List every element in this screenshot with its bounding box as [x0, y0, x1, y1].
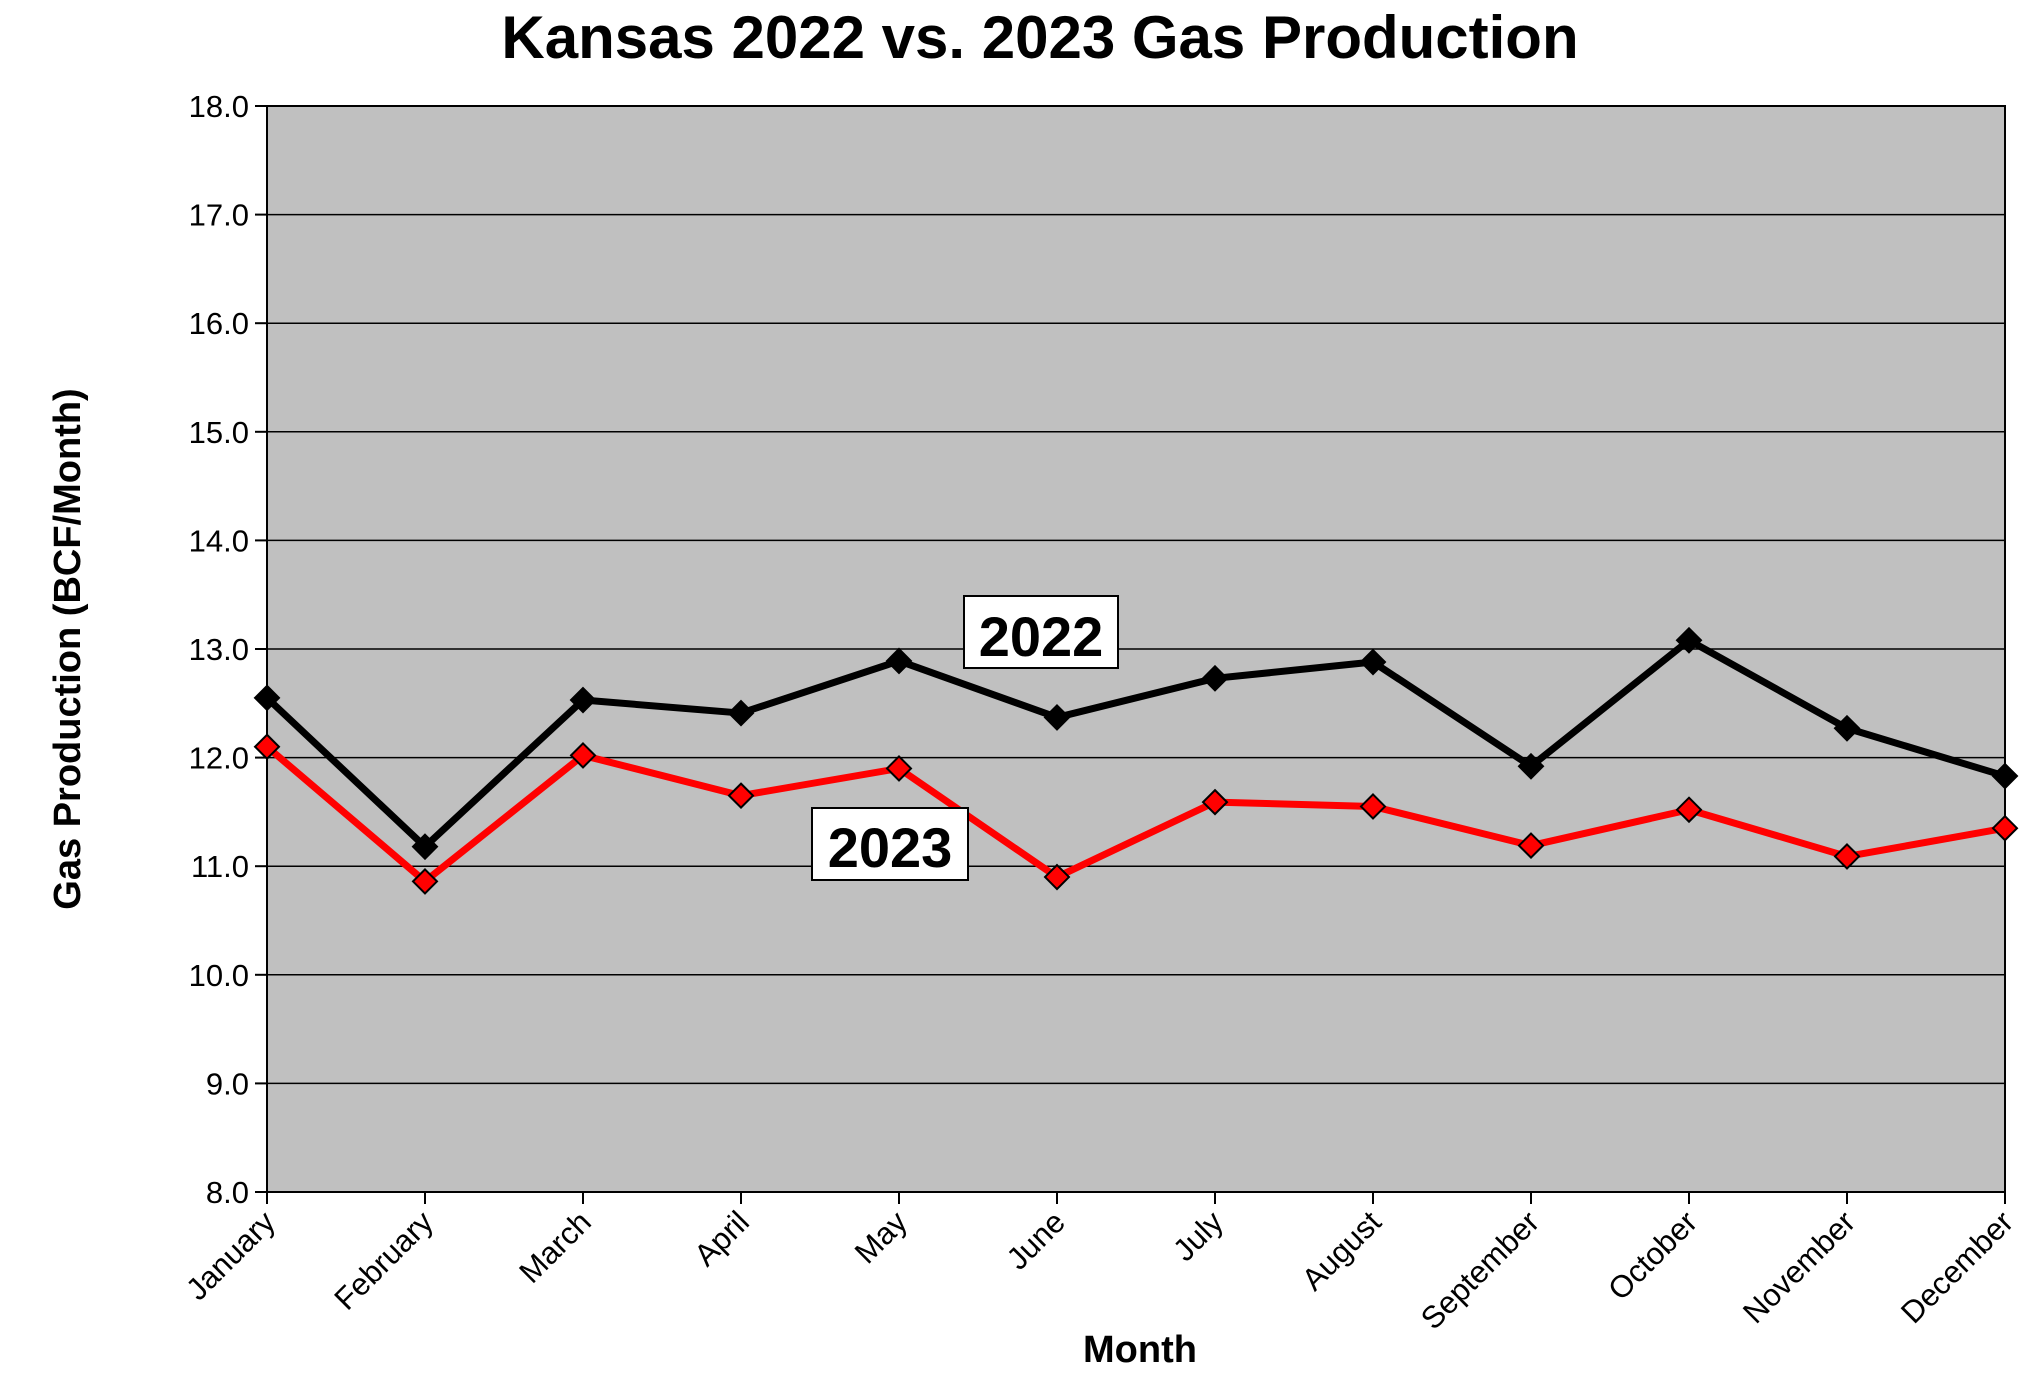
y-axis: 8.0 9.0 10.0 11.0 12.0 13.0 14.0 15.0 16.0 17.0 18…: [189, 89, 267, 1210]
series-line-2023: [264, 744, 2006, 885]
data-point-2023: [727, 782, 755, 810]
data-point-2023: [1833, 843, 1861, 870]
x-tick-label: August: [1295, 1204, 1388, 1297]
x-tick-label: March: [512, 1204, 598, 1290]
y-tick-label: 18.0: [189, 89, 249, 124]
data-point-2022: [727, 699, 755, 727]
x-tick-label: June: [1000, 1204, 1072, 1276]
data-point-2023: [411, 867, 439, 895]
x-tick-label: September: [1414, 1204, 1546, 1336]
series-label-2022-text: 2022: [979, 605, 1104, 668]
x-tick-label: May: [848, 1204, 915, 1271]
series-lines: [253, 626, 2019, 895]
data-point-2023: [569, 742, 597, 769]
gridlines: [267, 213, 2005, 1085]
y-tick-label: 8.0: [206, 1175, 249, 1210]
y-tick-label: 10.0: [189, 958, 249, 993]
x-axis-title: Month: [1083, 1329, 1197, 1371]
data-point-2023: [1201, 788, 1229, 816]
data-point-2023: [1991, 814, 2019, 842]
data-point-2022: [1043, 704, 1071, 731]
x-tick-label: April: [687, 1204, 756, 1273]
y-tick-label: 16.0: [189, 306, 249, 341]
data-point-2022: [1991, 762, 2019, 790]
y-tick-label: 11.0: [191, 849, 249, 884]
y-tick-label: 13.0: [189, 632, 249, 667]
data-point-2022: [1675, 626, 1703, 654]
data-point-2023: [1517, 832, 1545, 859]
data-point-2023: [253, 733, 281, 761]
y-tick-label: 12.0: [189, 741, 249, 776]
data-point-2023: [885, 755, 913, 782]
series-label-2023-text: 2023: [828, 816, 953, 879]
y-tick-label: 17.0: [189, 198, 249, 233]
data-point-2022: [411, 833, 439, 861]
series-2023: [253, 733, 2019, 895]
x-tick-label: December: [1894, 1204, 2020, 1330]
data-point-2022: [1833, 714, 1861, 742]
y-tick-label: 15.0: [189, 415, 249, 450]
x-tick-label: October: [1601, 1204, 1704, 1307]
series-label-2022: 2022: [963, 595, 1119, 669]
x-tick-label: February: [327, 1204, 440, 1317]
x-axis: January February March April May June July Augu…: [179, 1192, 2020, 1336]
data-point-2022: [1201, 664, 1229, 692]
y-axis-title: Gas Production (BCF/Month): [47, 388, 89, 909]
data-point-2023: [1043, 863, 1071, 891]
y-tick-label: 9.0: [206, 1066, 249, 1101]
data-point-2022: [253, 684, 281, 712]
data-point-2022: [885, 647, 913, 675]
data-point-2022: [1517, 752, 1545, 780]
x-tick-label: January: [179, 1204, 282, 1307]
series-line-2022: [264, 636, 2007, 851]
x-tick-label: July: [1166, 1204, 1230, 1268]
series-label-2023: 2023: [811, 807, 969, 881]
data-point-2022: [569, 686, 597, 714]
data-point-2023: [1675, 796, 1703, 824]
x-tick-label: November: [1736, 1204, 1862, 1330]
y-tick-label: 14.0: [189, 523, 249, 558]
chart-title: Kansas 2022 vs. 2023 Gas Production: [501, 4, 1578, 71]
series-2022: [253, 626, 2019, 861]
data-point-2022: [1359, 648, 1387, 676]
data-point-2023: [1359, 793, 1387, 820]
